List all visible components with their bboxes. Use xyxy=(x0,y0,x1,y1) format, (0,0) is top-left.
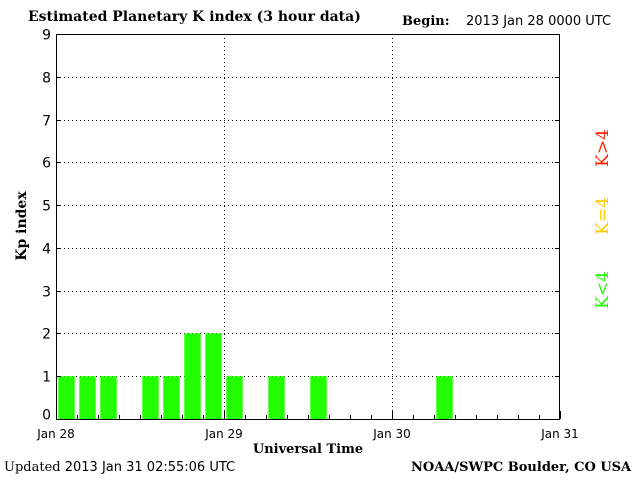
kp-bar xyxy=(205,333,222,419)
source-credit: NOAA/SWPC Boulder, CO USA xyxy=(411,460,632,475)
begin-value: 2013 Jan 28 0000 UTC xyxy=(466,14,612,29)
updated-footer: Updated 2013 Jan 31 02:55:06 UTC xyxy=(4,460,235,475)
y-ticks: 0 1 2 3 4 5 6 7 8 9 xyxy=(42,28,560,424)
chart-title: Estimated Planetary K index (3 hour data… xyxy=(28,9,361,25)
kp-bar xyxy=(79,376,96,419)
bars xyxy=(58,333,453,419)
updated-timestamp: 2013 Jan 31 02:55:06 UTC xyxy=(64,460,236,475)
x-ticks: Jan 28 Jan 29 Jan 30 Jan 31 xyxy=(36,411,579,441)
updated-label: Updated xyxy=(4,460,61,475)
kp-bar xyxy=(100,376,117,419)
x-axis-label: Universal Time xyxy=(253,442,363,457)
y-tick-label: 5 xyxy=(42,199,51,215)
legend-equal: K=4 xyxy=(593,197,613,235)
plot-frame xyxy=(56,34,560,420)
x-tick-label: Jan 31 xyxy=(540,427,579,441)
legend: K>4 K=4 K<4 xyxy=(593,129,613,309)
y-tick-label: 7 xyxy=(42,114,51,130)
y-tick-label: 1 xyxy=(42,370,51,386)
kp-bar xyxy=(268,376,285,419)
kp-bar xyxy=(226,376,243,419)
kp-bar xyxy=(163,376,180,419)
kp-bar xyxy=(58,376,75,419)
y-tick-label: 0 xyxy=(42,408,51,424)
x-tick-label: Jan 28 xyxy=(36,427,75,441)
y-tick-label: 9 xyxy=(42,28,51,44)
kp-bar xyxy=(310,376,327,419)
y-tick-label: 8 xyxy=(42,71,51,87)
y-tick-label: 3 xyxy=(42,285,51,301)
kp-bar xyxy=(142,376,159,419)
kp-bar xyxy=(436,376,453,419)
x-tick-label: Jan 30 xyxy=(372,427,411,441)
y-tick-label: 4 xyxy=(42,242,51,258)
legend-high: K>4 xyxy=(593,129,613,167)
y-tick-label: 2 xyxy=(42,327,51,343)
grid-lines xyxy=(56,34,560,419)
y-axis-label: Kp index xyxy=(14,191,30,261)
begin-label: Begin: xyxy=(402,14,450,29)
x-tick-label: Jan 29 xyxy=(204,427,243,441)
legend-low: K<4 xyxy=(593,271,613,309)
kp-bar xyxy=(184,333,201,419)
y-tick-label: 6 xyxy=(42,156,51,172)
